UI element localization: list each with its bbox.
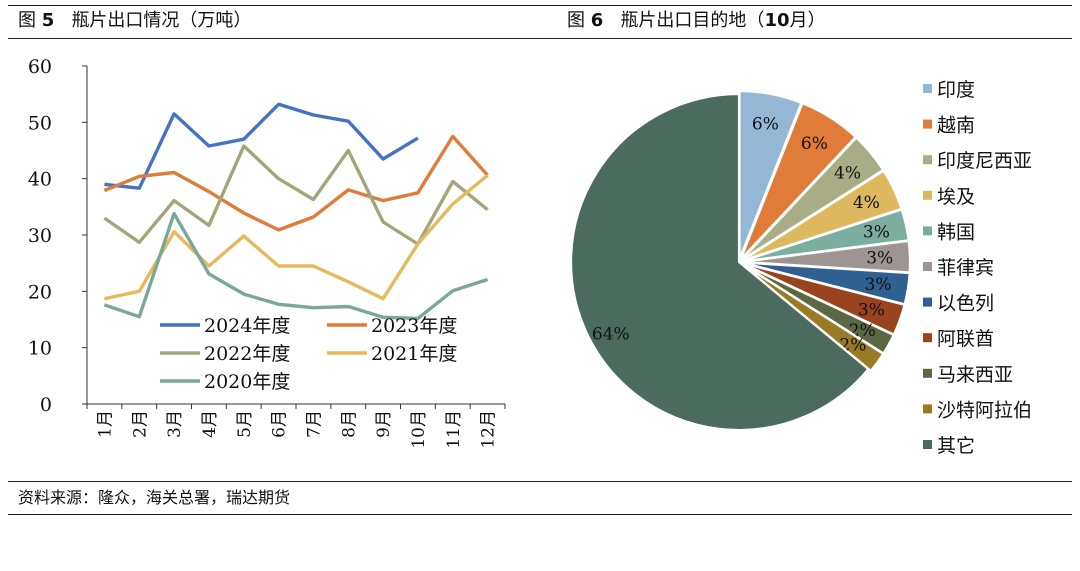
- figure-5-number: 5: [41, 10, 55, 31]
- pie-legend-swatch: [923, 368, 932, 378]
- figure-5-title: 图 5 瓶片出口情况（万吨）: [18, 9, 251, 33]
- x-tick-label: 5月: [235, 410, 255, 438]
- legend-label: 2022年度: [204, 343, 290, 365]
- figure-6-caption: 瓶片出口目的地（: [620, 10, 765, 31]
- pie-legend-label: 埃及: [937, 186, 975, 208]
- pie-data-label: 64%: [592, 325, 630, 345]
- legend-label: 2023年度: [371, 315, 457, 337]
- pie-legend-label: 沙特阿拉伯: [937, 399, 1032, 421]
- y-tick-label: 10: [28, 338, 52, 360]
- series-line-2024年度: [104, 102, 419, 190]
- pie-slice-沙特阿拉伯: [740, 262, 885, 373]
- top-rule: [8, 5, 1072, 6]
- pie-legend-label: 韩国: [937, 221, 975, 243]
- figure-6-number: 6: [590, 10, 604, 31]
- pie-data-label: 4%: [834, 163, 861, 183]
- pie-legend-label: 马来西亚: [937, 364, 1013, 386]
- pie-legend-swatch: [923, 262, 932, 271]
- x-tick-label: 2月: [130, 410, 150, 438]
- x-tick-label: 9月: [374, 410, 394, 438]
- pie-legend-label: 菲律宾: [937, 257, 994, 279]
- figure-6-title: 图 6 瓶片出口目的地（10月）: [567, 9, 826, 33]
- bottom-rule: [8, 514, 1072, 515]
- pie-legend-label: 阿联酋: [937, 328, 994, 350]
- source-top-rule: [8, 481, 1072, 482]
- x-tick-label: 7月: [304, 410, 324, 438]
- x-tick-label: 11月: [444, 410, 464, 449]
- pie-legend-label: 以色列: [937, 293, 994, 315]
- pie-legend-swatch: [923, 333, 932, 343]
- legend-label: 2020年度: [204, 371, 290, 393]
- x-tick-label: 1月: [95, 410, 115, 438]
- pie-legend-swatch: [923, 119, 932, 129]
- x-tick-label: 3月: [165, 410, 185, 438]
- destination-pie-chart: 6%6%4%4%3%3%3%3%2%2%64%印度越南印度尼西亚埃及韩国菲律宾以…: [569, 79, 1032, 457]
- figure-5-prefix: 图: [18, 10, 36, 31]
- pie-legend-swatch: [923, 404, 932, 414]
- x-tick-label: 10月: [409, 410, 429, 449]
- series-line-2022年度: [103, 144, 489, 246]
- figure-6-caption-number: 10: [764, 10, 790, 31]
- pie-legend-swatch: [923, 155, 932, 165]
- pie-legend-swatch: [923, 226, 932, 236]
- pie-data-label: 6%: [752, 115, 779, 135]
- y-tick-label: 30: [28, 225, 52, 247]
- title-underline-rule: [8, 38, 1072, 39]
- pie-legend-swatch: [923, 440, 932, 449]
- legend-label: 2024年度: [204, 315, 290, 337]
- pie-slice-其它: [569, 92, 871, 432]
- x-tick-label: 8月: [339, 410, 359, 438]
- x-tick-label: 4月: [200, 410, 220, 438]
- series-line-2023年度: [103, 134, 489, 232]
- pie-slice-印度: [738, 89, 803, 260]
- y-tick-label: 20: [28, 281, 52, 303]
- figure-6-caption-end: 月）: [789, 10, 826, 31]
- figure-5-caption: 瓶片出口情况（万吨）: [71, 10, 252, 31]
- export-line-chart: 0 10 20 30 40 50 60 1月 2月 3月 4月 5月 6月 7月 8月 9月 10月 11月 12月…: [28, 56, 506, 449]
- y-tick-label: 40: [28, 169, 52, 191]
- series-line-2021年度: [104, 173, 489, 301]
- pie-legend-label: 印度尼西亚: [937, 150, 1032, 172]
- pie-legend-label: 印度: [937, 79, 975, 101]
- pie-data-label: 3%: [866, 249, 893, 269]
- pie-data-label: 6%: [801, 134, 828, 154]
- pie-data-label: 3%: [858, 301, 885, 321]
- pie-legend-label: 其它: [937, 435, 975, 457]
- x-tick-label: 12月: [479, 410, 499, 449]
- pie-data-label: 3%: [865, 275, 892, 295]
- pie-legend-swatch: [923, 297, 932, 307]
- source-note: 资料来源：隆众，海关总署，瑞达期货: [18, 488, 291, 507]
- x-tick-label: 6月: [270, 410, 290, 438]
- pie-legend-swatch: [923, 190, 932, 200]
- y-tick-label: 60: [28, 56, 52, 78]
- pie-data-label: 4%: [853, 193, 880, 213]
- figure-6-prefix: 图: [567, 10, 585, 31]
- pie-data-label: 3%: [863, 222, 890, 242]
- pie-legend-label: 越南: [937, 115, 975, 137]
- y-tick-label: 0: [40, 394, 52, 416]
- y-tick-label: 50: [28, 112, 52, 134]
- legend-label: 2021年度: [371, 343, 457, 365]
- series-line-2020年度: [103, 211, 489, 321]
- pie-legend-swatch: [923, 84, 932, 93]
